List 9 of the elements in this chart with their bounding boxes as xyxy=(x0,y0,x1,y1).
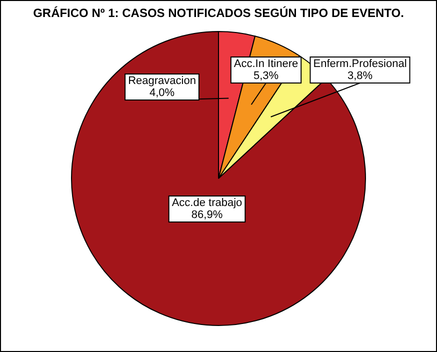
data-label: 4,0% xyxy=(149,87,175,100)
data-label: 3,8% xyxy=(347,70,373,82)
slice-label: Acc.In Itinere xyxy=(234,58,298,70)
data-label: 5,3% xyxy=(253,70,279,82)
slice-label: Enferm.Profesional xyxy=(313,58,407,70)
slice-label: Reagravacion xyxy=(128,75,196,88)
chart-title: GRÁFICO Nº 1: CASOS NOTIFICADOS SEGÚN TIPO DE EVENTO. xyxy=(32,6,405,20)
slice-label: Acc.de trabajo xyxy=(172,197,242,210)
data-label: 86,9% xyxy=(191,209,223,222)
